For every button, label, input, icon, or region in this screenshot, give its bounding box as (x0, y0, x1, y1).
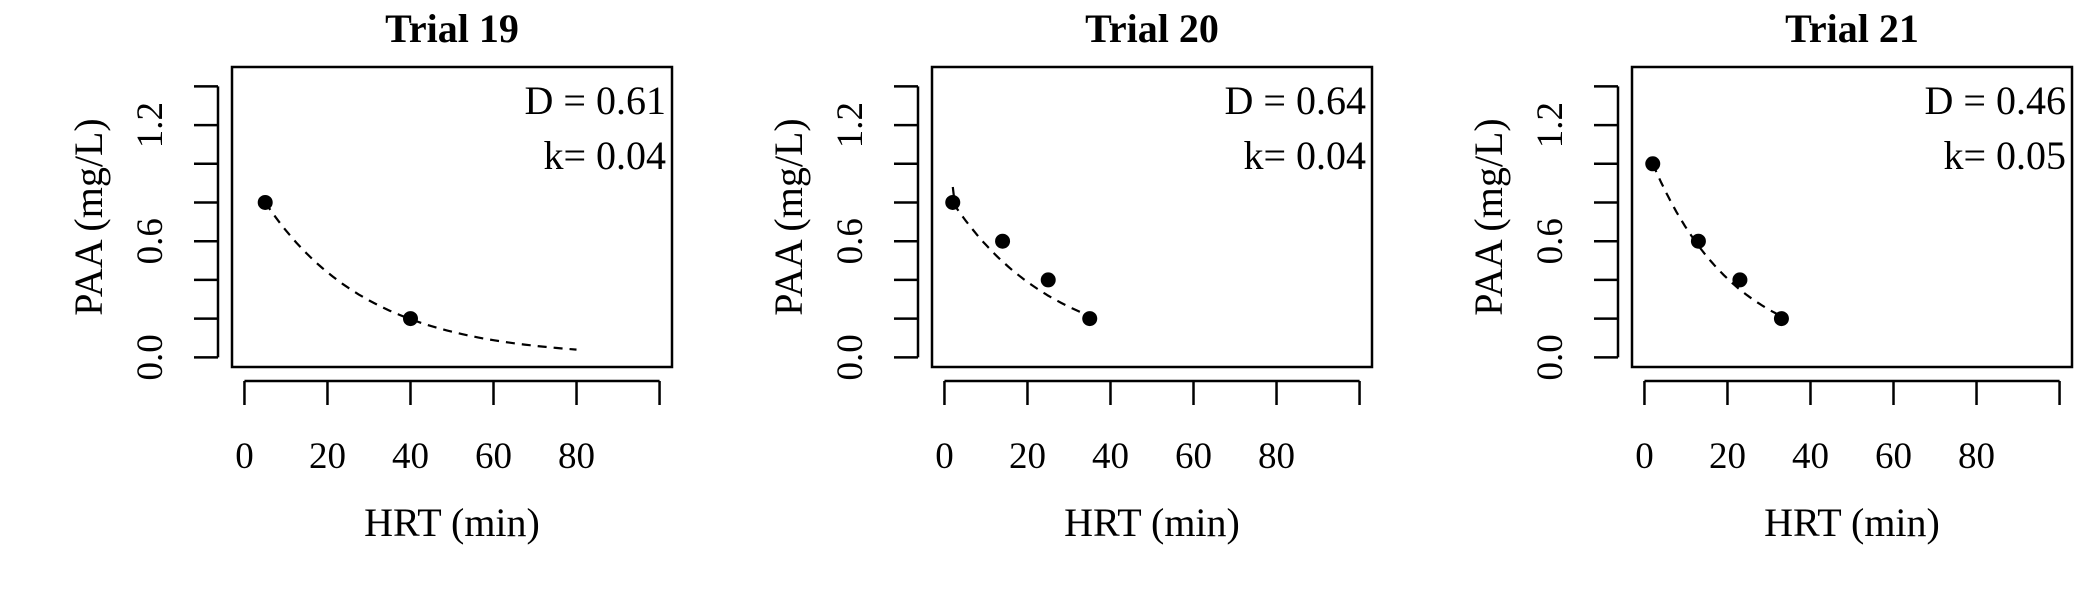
chart-title: Trial 20 (1085, 6, 1219, 51)
y-tick-label: 0.6 (130, 218, 171, 264)
data-point (1690, 233, 1706, 249)
x-tick-label: 40 (1792, 436, 1829, 477)
annotation-d: D = 0.46 (1925, 78, 2066, 123)
fit-curve (951, 186, 1087, 316)
y-tick-label: 0.0 (830, 334, 871, 380)
x-tick-label: 20 (309, 436, 346, 477)
data-point (257, 194, 273, 210)
chart-title: Trial 19 (385, 6, 519, 51)
x-tick-label: 60 (475, 436, 512, 477)
x-axis-label: HRT (min) (364, 500, 540, 545)
x-tick-label: 80 (558, 436, 595, 477)
plot-frame (930, 65, 1374, 369)
x-tick-label: 80 (1958, 436, 1995, 477)
fit-curve (264, 201, 577, 351)
annotation-k: k= 0.05 (1943, 133, 2066, 178)
data-point (1645, 156, 1661, 172)
x-tick-label: 20 (1009, 436, 1046, 477)
panel-trial-1: Trial 19 0 20 40 60 80 HRT (min) 0.0 0.6 1.2 PAA (… (66, 6, 674, 545)
panel-trial-3: Trial 21 0 20 40 60 80 HRT (min) 0.0 0.6 1.2 PAA (… (1466, 6, 2074, 545)
y-tick-label: 1.2 (830, 102, 871, 148)
x-tick-label: 0 (1635, 436, 1654, 477)
x-tick-label: 60 (1875, 436, 1912, 477)
x-tick-label: 0 (935, 436, 954, 477)
y-tick-label: 0.0 (130, 334, 171, 380)
x-tick-label: 80 (1258, 436, 1295, 477)
annotation-k: k= 0.04 (543, 133, 666, 178)
y-tick-label: 0.6 (1530, 218, 1571, 264)
x-axis-label: HRT (min) (1064, 500, 1240, 545)
y-tick-label: 0.6 (830, 218, 871, 264)
plot-frame (1630, 65, 2074, 369)
y-axis-label: PAA (mg/L) (766, 118, 811, 315)
annotation-d: D = 0.64 (1225, 78, 1366, 123)
data-point (1082, 311, 1098, 327)
y-axis-label: PAA (mg/L) (1466, 118, 1511, 315)
data-point (995, 233, 1011, 249)
annotation-d: D = 0.61 (525, 78, 666, 123)
x-tick-label: 0 (235, 436, 254, 477)
y-tick-label: 1.2 (130, 102, 171, 148)
x-tick-label: 60 (1175, 436, 1212, 477)
data-point (1773, 311, 1789, 327)
y-tick-label: 0.0 (1530, 334, 1571, 380)
x-tick-label: 20 (1709, 436, 1746, 477)
data-point (1732, 272, 1748, 288)
y-axis-label: PAA (mg/L) (66, 118, 111, 315)
annotation-k: k= 0.04 (1243, 133, 1366, 178)
data-point (945, 194, 961, 210)
data-point (402, 311, 418, 327)
fit-curve (1651, 163, 1782, 318)
y-tick-label: 1.2 (1530, 102, 1571, 148)
chart-title: Trial 21 (1785, 6, 1919, 51)
x-tick-label: 40 (1092, 436, 1129, 477)
x-tick-label: 40 (392, 436, 429, 477)
plot-frame (230, 65, 674, 369)
panel-trial-2: Trial 20 0 20 40 60 80 HRT (min) 0.0 0.6 1.2 PAA (… (766, 6, 1374, 545)
x-axis-label: HRT (min) (1764, 500, 1940, 545)
data-point (1040, 272, 1056, 288)
